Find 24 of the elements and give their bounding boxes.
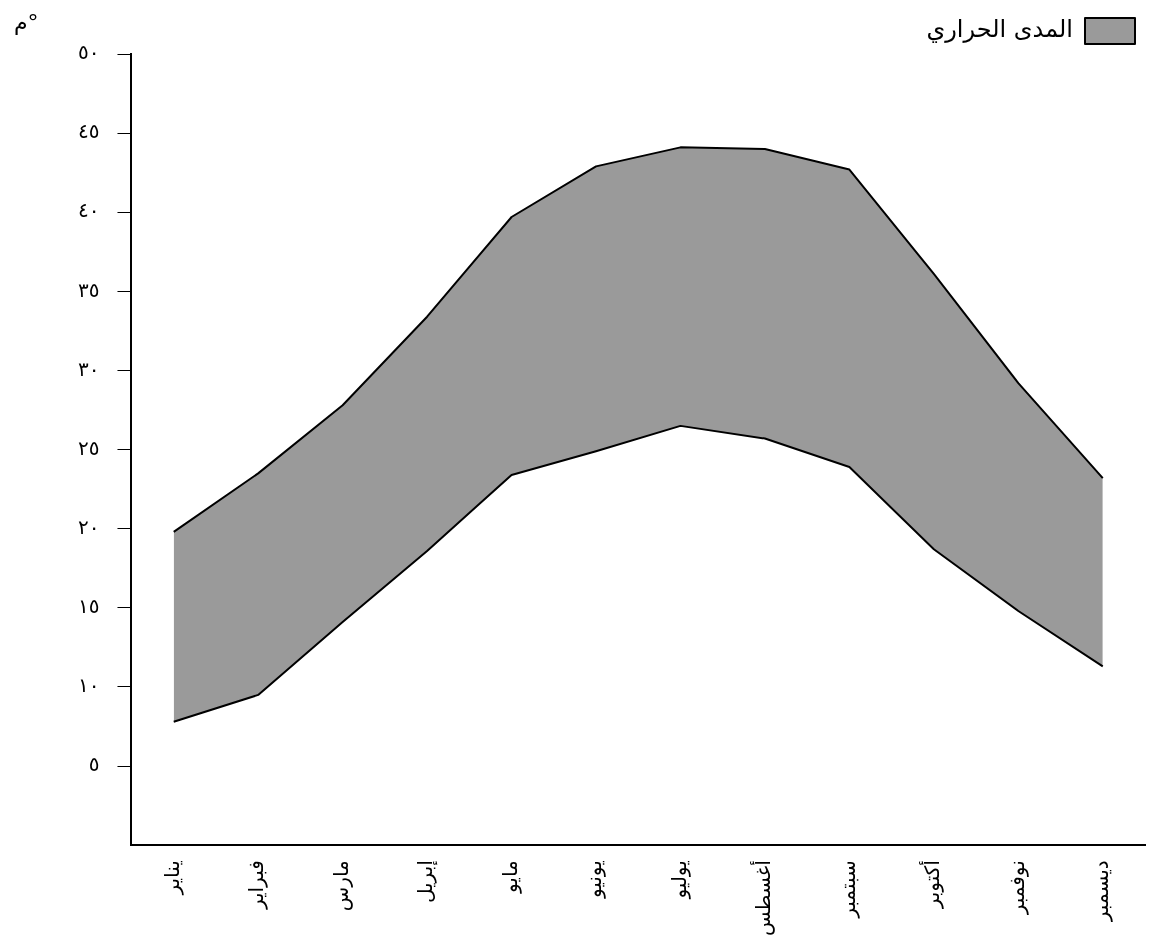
x-tick-label: يناير (159, 860, 184, 896)
y-axis-title: °م (14, 10, 39, 35)
y-tick-label: ٤٠ (78, 198, 100, 223)
x-tick-label: ديسمبر (1088, 860, 1113, 923)
x-tick-label: يوليو (666, 860, 691, 900)
y-tick-label: ٥ (88, 752, 100, 777)
x-tick-label: فبراير (244, 860, 269, 911)
x-tick-label: أغسطس (750, 860, 776, 936)
x-tick-label: يونيو (582, 860, 607, 900)
x-tick-label: إبريل (413, 860, 439, 904)
y-tick-label: ١٠ (78, 673, 100, 698)
y-tick-label: ٣٠ (78, 356, 100, 381)
y-tick-label: ١٥ (78, 594, 100, 619)
x-tick-label: أكتوبر (919, 860, 945, 910)
legend-label: المدى الحراري (926, 15, 1073, 44)
x-tick-label: مايو (497, 860, 522, 894)
x-tick-label: مارس (328, 860, 353, 912)
x-tick-label: نوفمبر (1004, 860, 1029, 916)
y-tick-label: ٤٥ (78, 119, 100, 144)
y-tick-label: ٢٠ (78, 514, 100, 539)
x-tick-label: سبتمبر (835, 860, 860, 919)
y-tick-label: ٥٠ (78, 40, 100, 65)
y-tick-label: ٣٥ (78, 277, 100, 302)
y-tick-label: ٢٥ (78, 435, 100, 460)
